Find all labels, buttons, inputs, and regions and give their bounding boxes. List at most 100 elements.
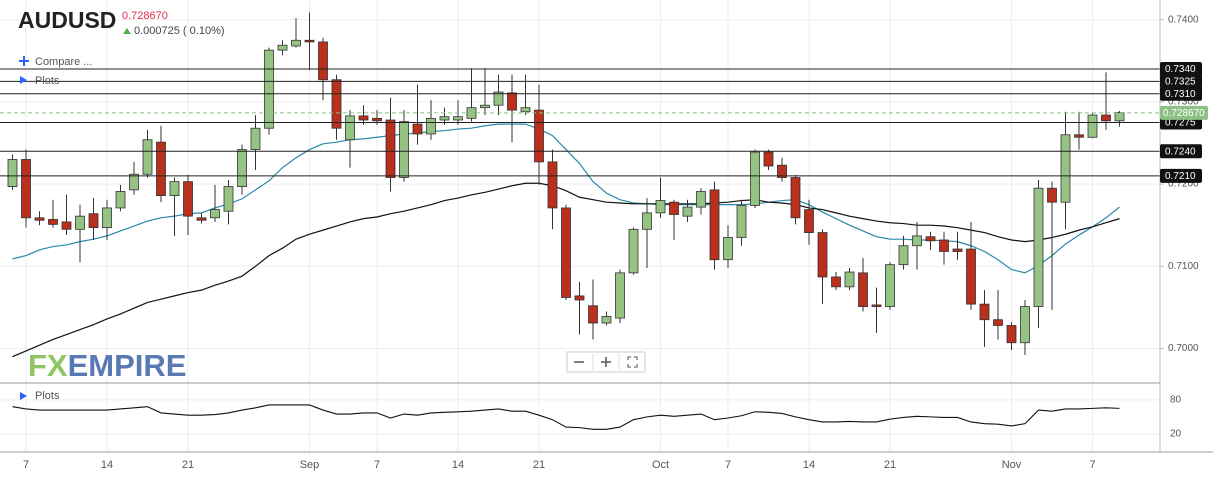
y-tick-label: 20 xyxy=(1170,429,1182,440)
candle-body xyxy=(642,212,652,230)
level-label: 0.7210 xyxy=(1165,171,1196,182)
marks xyxy=(0,12,1160,430)
candle-body xyxy=(966,248,976,305)
candle-body xyxy=(291,39,301,47)
candle-body xyxy=(480,104,490,109)
candle-body xyxy=(277,44,288,51)
x-tick-label: Nov xyxy=(1002,459,1022,471)
candle-body xyxy=(210,209,220,219)
plus-icon[interactable] xyxy=(19,56,29,66)
level-label: 0.7310 xyxy=(1165,89,1196,100)
last-price-label: 0.728670 xyxy=(1163,108,1205,119)
y-tick-label: 0.7300 xyxy=(1168,97,1199,108)
level-label: 0.7275 xyxy=(1165,118,1196,129)
candle-body xyxy=(1060,134,1071,203)
candle-body xyxy=(196,217,207,221)
candle-body xyxy=(75,215,85,230)
candle-body xyxy=(1020,306,1030,344)
candle-body xyxy=(655,200,666,214)
candle-body xyxy=(561,207,571,298)
candle-body xyxy=(1033,187,1044,307)
x-tick-label: 21 xyxy=(884,459,896,471)
candle-body xyxy=(1114,112,1125,122)
candle-body xyxy=(709,189,720,261)
y-tick-label: 0.7200 xyxy=(1168,179,1199,190)
level-label: 0.7340 xyxy=(1165,64,1196,75)
candle-body xyxy=(736,205,747,238)
x-tick-label: 21 xyxy=(533,459,545,471)
play-icon[interactable] xyxy=(20,76,27,84)
candle-body xyxy=(1087,114,1098,138)
candle-body xyxy=(115,191,126,209)
price-change: 0.000725 ( 0.10%) xyxy=(134,25,225,37)
candle-body xyxy=(453,116,463,121)
candle-body xyxy=(237,149,247,187)
fullscreen[interactable] xyxy=(627,356,638,368)
candle-body xyxy=(1074,134,1084,138)
level-box xyxy=(1160,144,1202,159)
candle-body xyxy=(750,151,760,206)
candle-body xyxy=(615,272,625,319)
candle-body xyxy=(129,173,139,191)
candle-body xyxy=(493,91,504,106)
x-tick-label: 7 xyxy=(374,459,380,471)
indicator-line xyxy=(12,404,1120,430)
candle-body xyxy=(952,248,963,252)
candle-body xyxy=(264,49,274,129)
candle-body xyxy=(156,141,166,197)
candle-body xyxy=(696,191,706,208)
candle-body xyxy=(345,115,355,141)
x-tick-label: 14 xyxy=(101,459,113,471)
indicator-title[interactable]: Plots xyxy=(35,390,60,402)
candle-body xyxy=(817,232,828,278)
candle-body xyxy=(1047,187,1057,203)
x-tick-label: Oct xyxy=(652,459,669,471)
candle-body xyxy=(385,119,396,178)
up-arrow xyxy=(123,28,131,34)
candle-body xyxy=(412,123,423,135)
candle-body xyxy=(601,316,612,324)
candle-body xyxy=(250,127,261,150)
candle-body xyxy=(871,304,882,307)
x-tick-label: 14 xyxy=(452,459,464,471)
candle-body xyxy=(1101,114,1111,122)
candle-body xyxy=(318,41,328,81)
candle-body xyxy=(858,272,868,307)
candle-body xyxy=(588,305,598,324)
logo-empire: EMPIRE xyxy=(68,348,187,383)
candle-body xyxy=(844,271,855,288)
logo-fx: FX xyxy=(28,348,68,383)
candle-body xyxy=(831,276,841,288)
plots-menu[interactable]: Plots xyxy=(35,75,60,87)
zoom-controls xyxy=(566,351,646,373)
labels: 7 14 21 Sep 7 14 21 Oct 7 14 21 Nov 70.73400.73250.7… xyxy=(23,62,1208,471)
level-box xyxy=(1160,86,1202,101)
candle-body xyxy=(304,39,315,43)
grid: 0.7400 0.7300 0.7200 0.7100 0.7000 80 20 xyxy=(0,0,1199,452)
candle-body xyxy=(372,117,382,122)
candle-body xyxy=(979,303,990,321)
candle-body xyxy=(993,319,1003,326)
candle-body xyxy=(547,161,558,209)
play-icon[interactable] xyxy=(20,392,27,400)
level-box xyxy=(1160,62,1202,77)
zoom-in[interactable] xyxy=(601,357,611,367)
level-box xyxy=(1160,168,1202,183)
candle-body xyxy=(7,159,18,187)
logo: FXEMPIRE xyxy=(28,348,186,383)
x-tick-label: 7 xyxy=(23,459,29,471)
candle-body xyxy=(61,221,72,230)
candle-body xyxy=(628,228,639,274)
x-tick-label: 14 xyxy=(803,459,815,471)
level-label: 0.7240 xyxy=(1165,146,1196,157)
candle-body xyxy=(925,236,936,242)
compare-menu[interactable]: Compare ... xyxy=(35,56,92,68)
level-box xyxy=(1160,74,1202,89)
candle-body xyxy=(804,209,814,233)
candle-body xyxy=(34,217,45,221)
y-tick-label: 80 xyxy=(1170,395,1182,406)
candle-body xyxy=(912,235,922,247)
x-tick-label: Sep xyxy=(300,459,320,471)
candle-body xyxy=(48,219,58,225)
